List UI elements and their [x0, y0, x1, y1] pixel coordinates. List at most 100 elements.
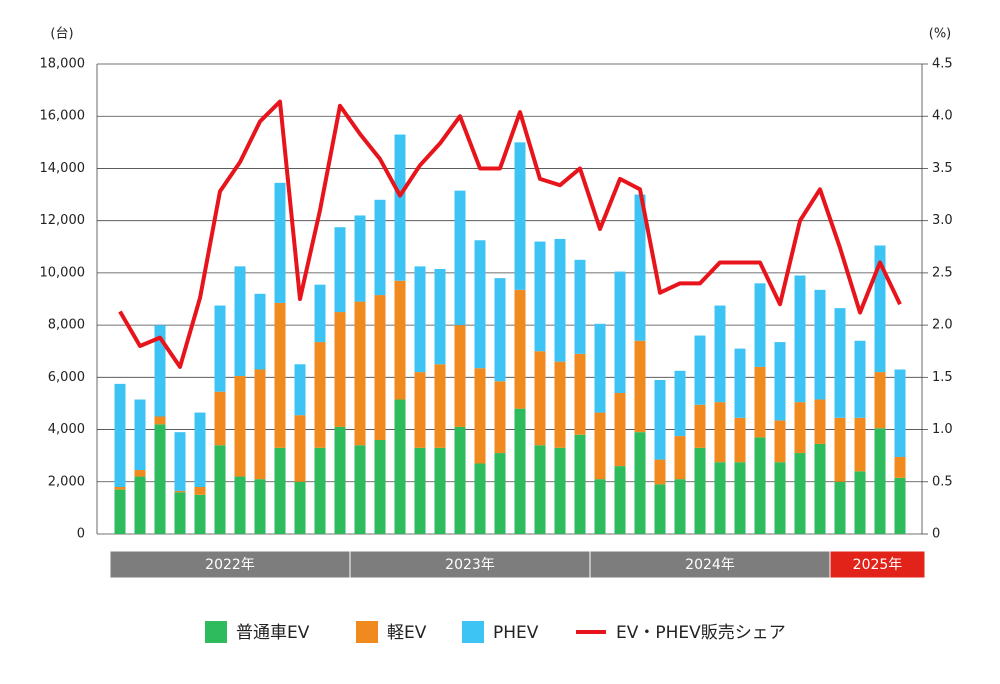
- year-label: 2025年: [853, 557, 903, 573]
- bar-segment: [694, 335, 706, 405]
- bar-segment: [754, 283, 766, 367]
- y-tick-label: 16,000: [40, 109, 86, 124]
- bar-segment: [474, 463, 486, 534]
- bar-segment: [374, 440, 386, 534]
- y-tick-label: 2,000: [48, 474, 85, 489]
- bar-segment: [734, 462, 746, 534]
- share-line: [118, 99, 902, 369]
- bar-segment: [434, 268, 446, 365]
- bar-segment: [734, 348, 746, 418]
- bar-segment: [434, 447, 446, 534]
- bar-segment: [754, 437, 766, 534]
- y2-tick-label: 0.5: [932, 474, 953, 489]
- bar-segment: [894, 369, 906, 457]
- bar-segment: [474, 368, 486, 464]
- bar-segment: [674, 436, 686, 480]
- bar-segment: [194, 487, 206, 495]
- bar-segment: [254, 369, 266, 480]
- bar-segment: [254, 293, 266, 370]
- bar-segment: [874, 428, 886, 534]
- bar-segment: [654, 484, 666, 534]
- bar-segment: [114, 383, 126, 487]
- bar-segment: [154, 325, 166, 417]
- bar-segment: [234, 476, 246, 534]
- bar-segment: [334, 227, 346, 313]
- y2-tick-label: 3.5: [932, 161, 953, 176]
- y2-tick-label: 2.5: [932, 265, 953, 280]
- y2-unit: (%): [929, 27, 952, 42]
- y-tick-label: 12,000: [40, 213, 86, 228]
- bar-segment: [434, 364, 446, 448]
- bar-segment: [174, 492, 186, 534]
- bar-segment: [814, 443, 826, 534]
- bar-segment: [114, 489, 126, 534]
- bar-segment: [274, 182, 286, 303]
- bar-segment: [734, 417, 746, 463]
- bar-segment: [854, 471, 866, 534]
- bar-segment: [234, 376, 246, 477]
- bar-segment: [574, 434, 586, 534]
- bar-segment: [514, 142, 526, 290]
- bar-segment: [394, 399, 406, 534]
- legend-label: PHEV: [493, 623, 539, 643]
- bar-segment: [354, 301, 366, 446]
- bar-segment: [494, 278, 506, 382]
- bar-segment: [794, 402, 806, 454]
- bar-segment: [834, 308, 846, 418]
- y-tick-label: 6,000: [48, 370, 85, 385]
- year-band: [349, 550, 591, 579]
- bar-segment: [454, 426, 466, 534]
- bar-segment: [654, 459, 666, 485]
- year-band: [829, 550, 926, 579]
- bar-segment: [714, 305, 726, 403]
- bar-segment: [694, 447, 706, 534]
- bar-segment: [674, 479, 686, 534]
- bar-segment: [894, 477, 906, 534]
- bar-segment: [874, 372, 886, 429]
- bar-segment: [454, 190, 466, 326]
- bar-segment: [874, 245, 886, 373]
- bar-segment: [134, 470, 146, 477]
- bar-segment: [354, 215, 366, 302]
- year-label: 2022年: [205, 557, 255, 573]
- y2-tick-label: 4.5: [932, 57, 953, 72]
- bar-segment: [214, 305, 226, 392]
- y-tick-label: 8,000: [48, 318, 85, 333]
- bar-segment: [174, 490, 186, 493]
- bar-segment: [534, 241, 546, 352]
- bar-segment: [854, 417, 866, 472]
- y2-tick-label: 3.0: [932, 213, 953, 228]
- bar-segment: [214, 445, 226, 534]
- bar-segment: [674, 370, 686, 437]
- legend-swatch: [205, 621, 227, 643]
- bar-segment: [614, 271, 626, 393]
- bar-segment: [474, 240, 486, 369]
- bar-segment: [514, 408, 526, 534]
- bar-segment: [274, 302, 286, 448]
- bar-segment: [174, 432, 186, 491]
- legend-label: 普通車EV: [236, 623, 310, 643]
- bar-segment: [634, 340, 646, 433]
- bar-segment: [894, 456, 906, 478]
- bar-segment: [194, 494, 206, 534]
- bar-segment: [414, 266, 426, 373]
- bar-segment: [334, 312, 346, 427]
- bar-segment: [294, 481, 306, 534]
- bar-segment: [314, 447, 326, 534]
- y-tick-label: 18,000: [40, 57, 86, 72]
- legend-swatch: [356, 621, 378, 643]
- legend-swatch: [462, 621, 484, 643]
- bar-segment: [314, 342, 326, 448]
- y2-tick-label: 1.5: [932, 370, 953, 385]
- bar-segment: [394, 280, 406, 400]
- y-tick-label: 4,000: [48, 422, 85, 437]
- bar-segment: [774, 462, 786, 534]
- year-band: [589, 550, 831, 579]
- bar-segment: [294, 364, 306, 416]
- y-tick-label: 14,000: [40, 161, 86, 176]
- bar-segment: [454, 325, 466, 427]
- bar-segment: [334, 426, 346, 534]
- legend-label: EV・PHEV販売シェア: [616, 623, 786, 643]
